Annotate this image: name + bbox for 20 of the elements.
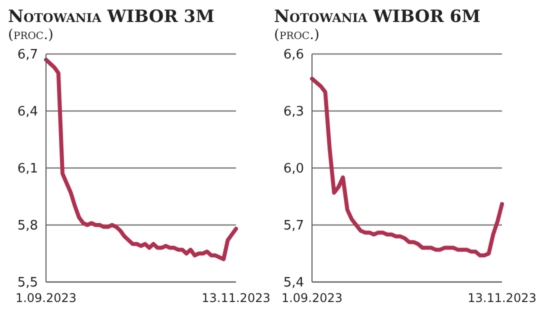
- chart-subtitle: (proc.): [274, 27, 320, 44]
- y-tick-label: 5,7: [283, 218, 304, 234]
- y-tick-label: 5,5: [17, 276, 38, 291]
- chart-title: Notowania WIBOR 6M: [274, 7, 482, 27]
- y-tick-label: 5,8: [17, 218, 38, 234]
- y-tick-label: 6,3: [283, 104, 304, 120]
- y-tick-label: 6,7: [17, 48, 38, 63]
- x-tick-label: 13.11.2023: [202, 291, 270, 305]
- y-tick-label: 6,6: [283, 48, 304, 63]
- x-tick-label: 13.11.2023: [468, 291, 536, 305]
- y-tick-label: 5,4: [283, 276, 304, 291]
- line-series: [44, 58, 238, 262]
- y-tick-label: 6,1: [17, 162, 38, 177]
- chart-subtitle: (proc.): [8, 27, 54, 44]
- chart-title: Notowania WIBOR 3M: [8, 7, 216, 27]
- line-series: [310, 76, 504, 258]
- x-tick-label: 1.09.2023: [15, 291, 77, 305]
- x-tick-label: 1.09.2023: [281, 291, 343, 305]
- y-tick-label: 6,0: [283, 162, 304, 177]
- y-tick-label: 6,4: [17, 104, 38, 120]
